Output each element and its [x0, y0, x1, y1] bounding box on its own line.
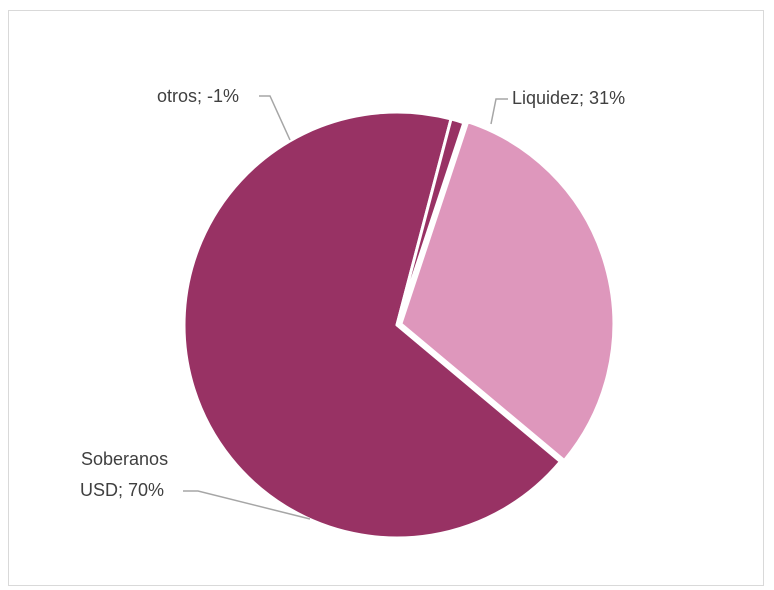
pie-slices — [182, 110, 616, 540]
slice-soberanos-usd — [182, 110, 562, 540]
label-otros: otros; -1% — [157, 86, 239, 106]
leader-line-soberanos — [183, 490, 311, 520]
leader-line-liquidez — [490, 98, 508, 125]
label-liquidez: Liquidez; 31% — [512, 88, 625, 108]
label-soberanos-line2: USD; 70% — [80, 480, 164, 500]
slice-otros — [395, 117, 466, 327]
slice-liquidez — [399, 120, 616, 463]
label-soberanos-line1: Soberanos — [81, 449, 168, 469]
leader-lines — [183, 95, 508, 520]
leader-line-otros — [259, 95, 291, 141]
